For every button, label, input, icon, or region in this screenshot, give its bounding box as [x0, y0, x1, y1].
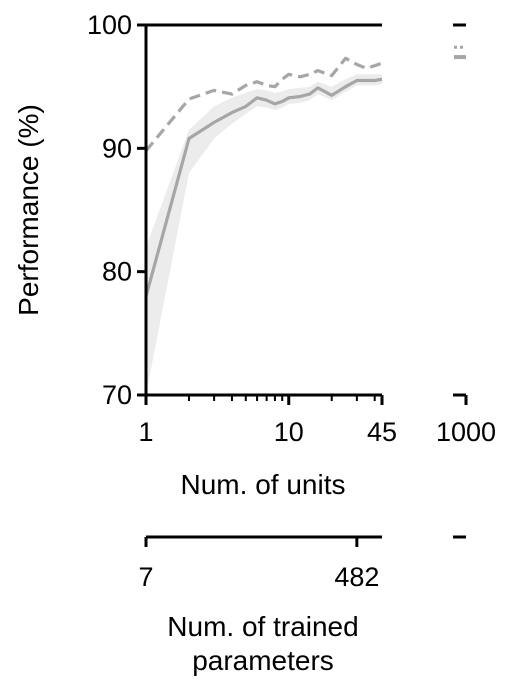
parameters-axis-title-line-2: parameters — [192, 645, 334, 676]
axes — [144, 23, 466, 539]
parameters-tick-label: 7 — [138, 562, 153, 592]
x-ticks: 1 10 45 1000 — [138, 395, 496, 447]
y-tick-label: 80 — [102, 257, 132, 287]
x-tick-label: 45 — [367, 417, 397, 447]
confidence-band-solid-series — [146, 74, 382, 396]
series-line-dashed — [144, 56, 383, 152]
x-tick-label: 10 — [274, 417, 304, 447]
x-tick-label-1000: 1000 — [436, 417, 496, 447]
parameters-ticks: 7 482 — [138, 537, 379, 592]
y-ticks: 70 80 90 100 — [87, 10, 146, 410]
y-tick-label: 90 — [102, 133, 132, 163]
parameters-axis-title-line-1: Num. of trained — [167, 611, 358, 642]
y-tick-label: 100 — [87, 10, 132, 40]
x-minor-ticks — [187, 395, 376, 401]
x-tick-label: 1 — [138, 417, 153, 447]
series-line-solid — [144, 77, 383, 297]
y-tick-label: 70 — [102, 380, 132, 410]
y-axis-title: Performance (%) — [13, 104, 44, 316]
x-axis-title: Num. of units — [181, 469, 346, 500]
parameters-tick-label: 482 — [334, 562, 379, 592]
